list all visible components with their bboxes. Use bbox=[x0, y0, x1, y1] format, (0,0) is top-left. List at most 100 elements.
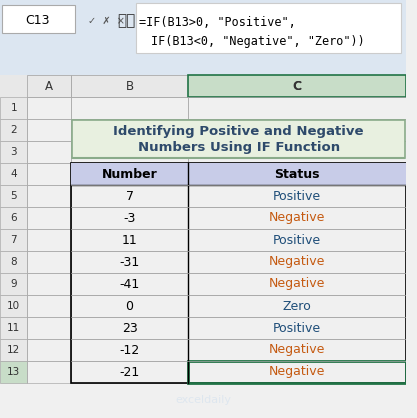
Bar bbox=[27, 317, 71, 339]
FancyBboxPatch shape bbox=[0, 207, 27, 229]
Text: Negative: Negative bbox=[269, 344, 325, 357]
Bar bbox=[188, 97, 406, 119]
Text: Negative: Negative bbox=[269, 212, 325, 224]
FancyBboxPatch shape bbox=[0, 339, 27, 361]
Text: exceldaily: exceldaily bbox=[175, 395, 231, 405]
Text: Positive: Positive bbox=[273, 321, 321, 334]
Bar bbox=[71, 229, 188, 251]
Text: 9: 9 bbox=[10, 279, 17, 289]
FancyBboxPatch shape bbox=[0, 119, 27, 141]
Bar bbox=[188, 317, 406, 339]
Bar bbox=[71, 207, 188, 229]
FancyBboxPatch shape bbox=[0, 97, 27, 119]
Bar bbox=[71, 251, 188, 273]
FancyBboxPatch shape bbox=[0, 163, 27, 185]
Bar bbox=[71, 361, 188, 383]
Bar bbox=[188, 185, 406, 207]
Bar bbox=[27, 295, 71, 317]
Bar bbox=[71, 97, 188, 119]
Text: 0: 0 bbox=[126, 300, 133, 313]
Bar bbox=[188, 229, 406, 251]
Bar bbox=[71, 163, 188, 185]
Text: 11: 11 bbox=[122, 234, 138, 247]
Text: Positive: Positive bbox=[273, 189, 321, 202]
Bar bbox=[27, 361, 71, 383]
Bar bbox=[27, 97, 71, 119]
Text: Negative: Negative bbox=[269, 278, 325, 291]
Bar bbox=[188, 361, 406, 383]
Text: =IF(B13>0, "Positive",: =IF(B13>0, "Positive", bbox=[139, 15, 296, 28]
Bar bbox=[27, 229, 71, 251]
Text: 7: 7 bbox=[10, 235, 17, 245]
Bar bbox=[27, 251, 71, 273]
Bar bbox=[188, 273, 406, 295]
Text: B: B bbox=[126, 79, 134, 92]
Bar bbox=[27, 185, 71, 207]
Bar bbox=[188, 119, 406, 141]
Bar bbox=[188, 361, 406, 383]
Text: -21: -21 bbox=[119, 365, 140, 379]
Text: Identifying Positive and Negative: Identifying Positive and Negative bbox=[113, 125, 364, 138]
Text: 7: 7 bbox=[126, 189, 133, 202]
Text: 5: 5 bbox=[10, 191, 17, 201]
Text: Positive: Positive bbox=[273, 234, 321, 247]
FancyBboxPatch shape bbox=[0, 317, 27, 339]
Text: A: A bbox=[45, 79, 53, 92]
Text: -31: -31 bbox=[119, 255, 140, 268]
Text: 𝑓𝑥: 𝑓𝑥 bbox=[117, 13, 135, 28]
Bar bbox=[71, 75, 188, 97]
Text: 13: 13 bbox=[7, 367, 20, 377]
Bar bbox=[71, 339, 188, 361]
Bar bbox=[27, 273, 71, 295]
FancyBboxPatch shape bbox=[0, 0, 406, 75]
Text: 11: 11 bbox=[7, 323, 20, 333]
FancyBboxPatch shape bbox=[72, 120, 405, 158]
Text: 2: 2 bbox=[10, 125, 17, 135]
Bar bbox=[188, 207, 406, 229]
FancyBboxPatch shape bbox=[0, 251, 27, 273]
Text: 8: 8 bbox=[10, 257, 17, 267]
FancyBboxPatch shape bbox=[0, 185, 27, 207]
Text: C: C bbox=[293, 79, 301, 92]
Text: ✓  ✗  ×: ✓ ✗ × bbox=[88, 16, 125, 26]
Bar bbox=[27, 141, 71, 163]
FancyBboxPatch shape bbox=[0, 229, 27, 251]
Bar bbox=[188, 339, 406, 361]
FancyBboxPatch shape bbox=[0, 295, 27, 317]
FancyBboxPatch shape bbox=[71, 163, 406, 185]
Text: Negative: Negative bbox=[269, 255, 325, 268]
Bar bbox=[71, 273, 188, 295]
Bar bbox=[71, 317, 188, 339]
Bar bbox=[27, 163, 71, 185]
Bar bbox=[188, 163, 406, 185]
Text: -3: -3 bbox=[123, 212, 136, 224]
Text: IF(B13<0, "Negative", "Zero")): IF(B13<0, "Negative", "Zero")) bbox=[151, 36, 365, 48]
Text: Negative: Negative bbox=[269, 365, 325, 379]
Bar bbox=[71, 295, 188, 317]
Text: 23: 23 bbox=[122, 321, 138, 334]
FancyBboxPatch shape bbox=[0, 361, 27, 383]
FancyBboxPatch shape bbox=[0, 75, 406, 97]
Text: Numbers Using IF Function: Numbers Using IF Function bbox=[138, 141, 340, 154]
Bar bbox=[27, 339, 71, 361]
Text: 1: 1 bbox=[10, 103, 17, 113]
Bar bbox=[188, 295, 406, 317]
Text: C: C bbox=[293, 79, 301, 92]
Text: 6: 6 bbox=[10, 213, 17, 223]
Text: Number: Number bbox=[102, 168, 158, 181]
Bar bbox=[188, 75, 406, 97]
Bar bbox=[71, 185, 188, 207]
FancyBboxPatch shape bbox=[188, 75, 406, 97]
Text: 12: 12 bbox=[7, 345, 20, 355]
Bar bbox=[188, 251, 406, 273]
Bar bbox=[71, 163, 406, 383]
Text: Zero: Zero bbox=[283, 300, 311, 313]
Text: Status: Status bbox=[274, 168, 320, 181]
Text: -41: -41 bbox=[119, 278, 140, 291]
FancyBboxPatch shape bbox=[0, 273, 27, 295]
Text: C13: C13 bbox=[26, 15, 50, 28]
Text: 3: 3 bbox=[10, 147, 17, 157]
Bar bbox=[27, 75, 71, 97]
Bar bbox=[71, 141, 188, 163]
Bar bbox=[71, 119, 188, 141]
